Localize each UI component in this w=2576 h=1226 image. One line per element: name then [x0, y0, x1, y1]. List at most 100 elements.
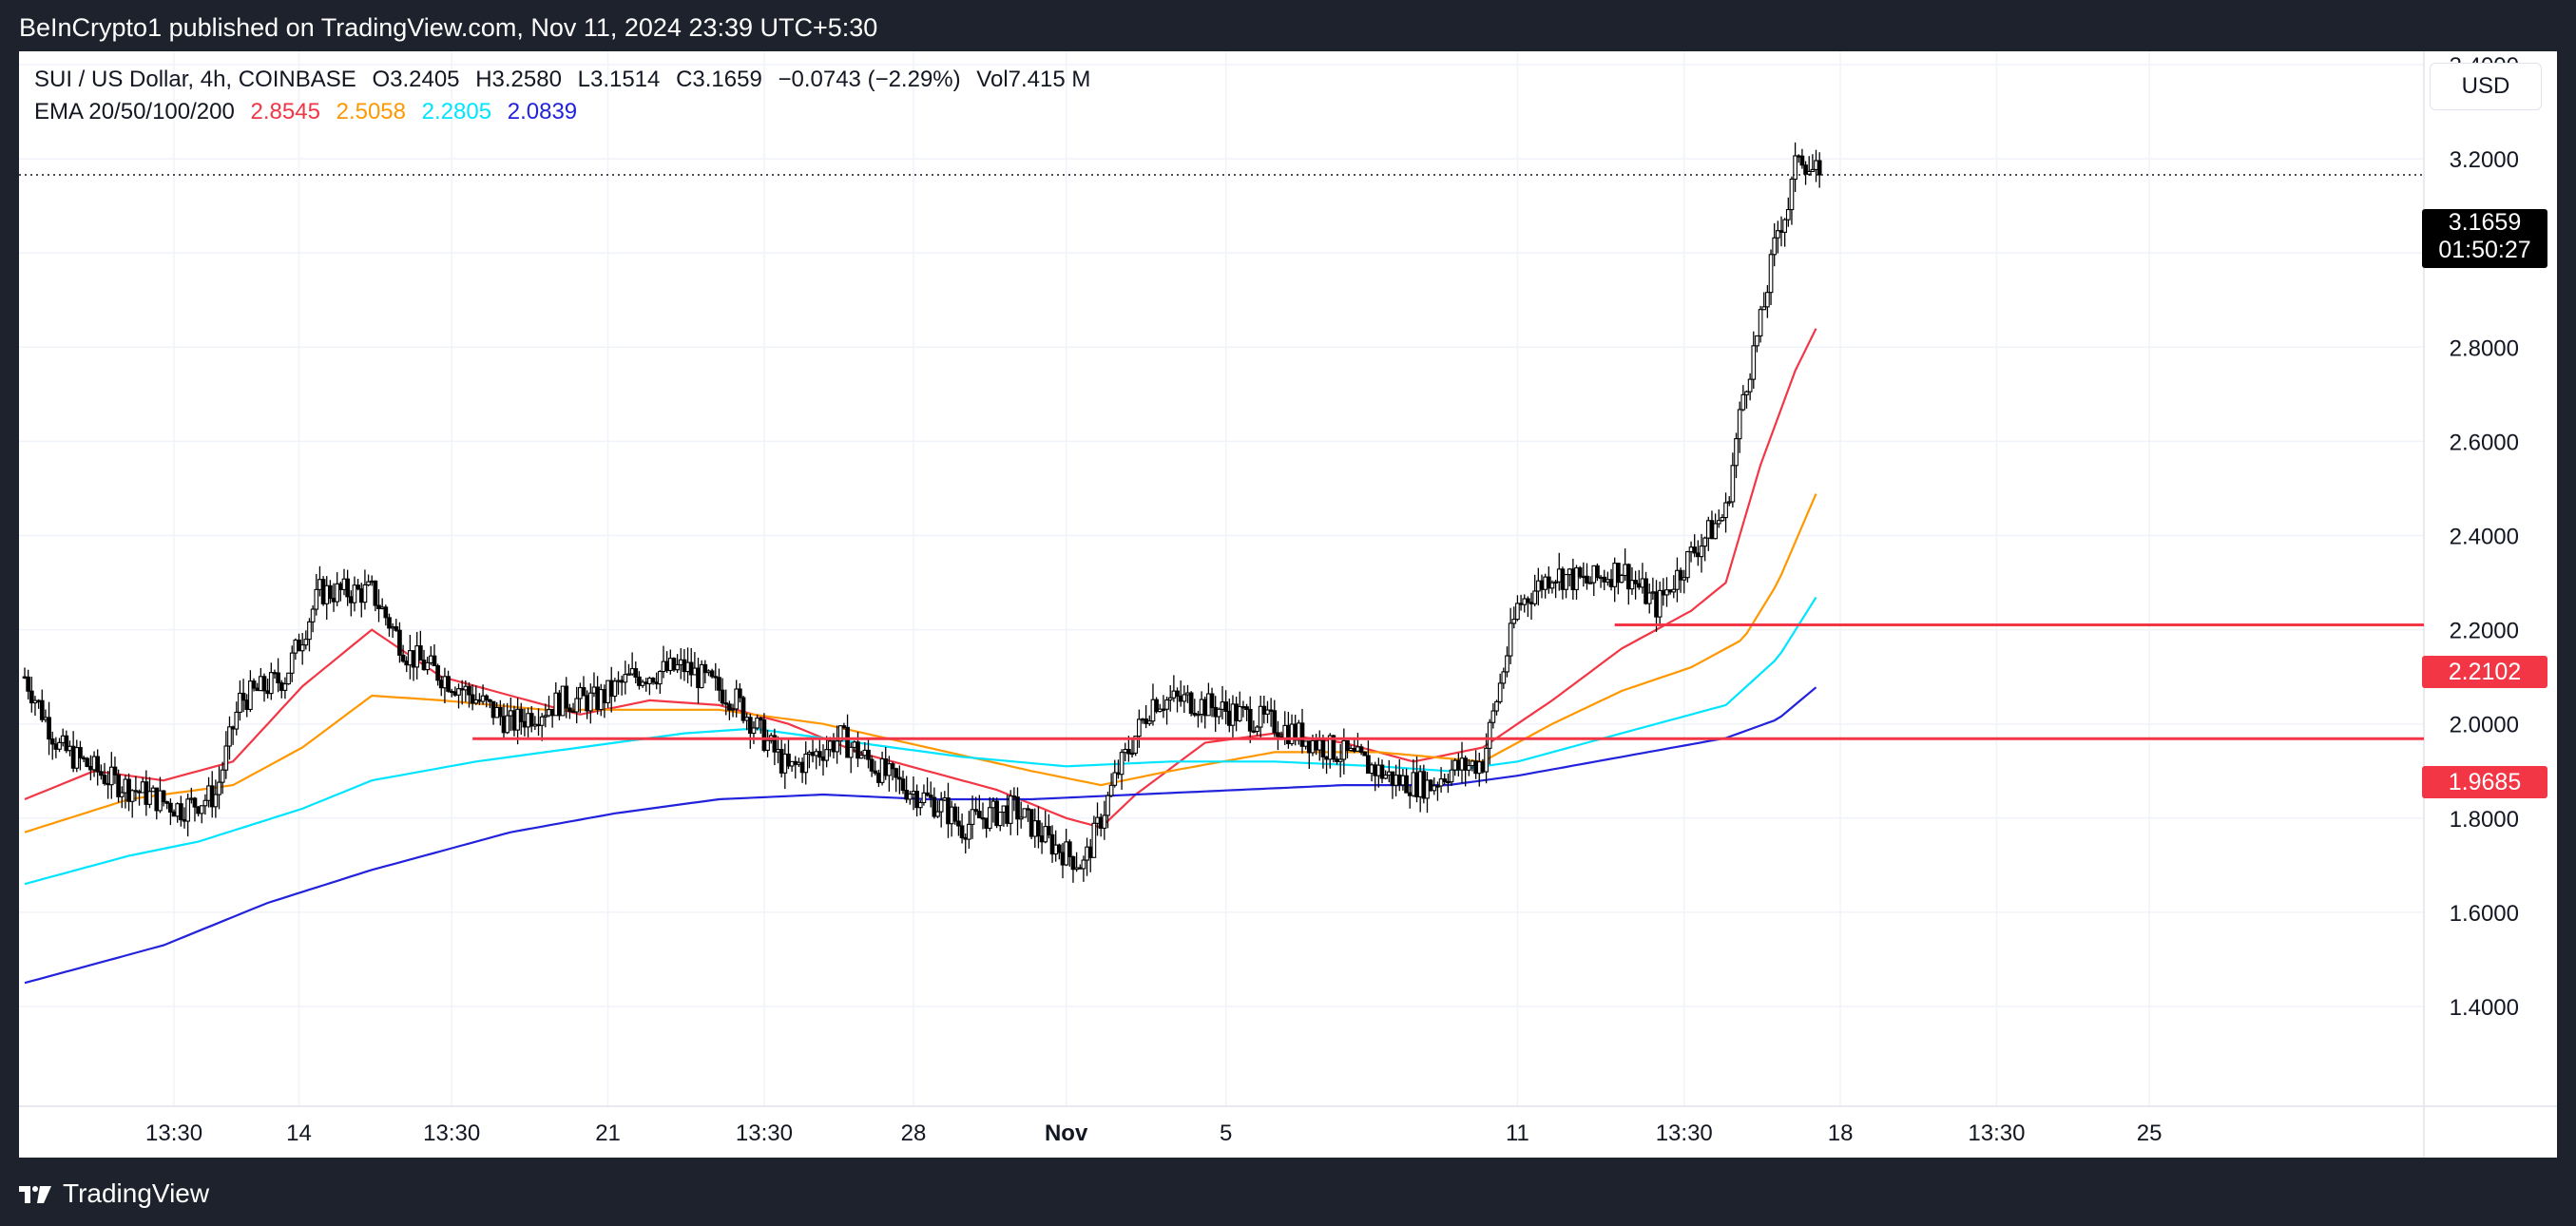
candle-body — [133, 790, 139, 793]
candle-body — [1161, 708, 1166, 711]
candle-body — [921, 792, 927, 804]
candle-body — [814, 751, 819, 757]
tradingview-brand[interactable]: TradingView — [19, 1178, 209, 1209]
candle-body — [1459, 757, 1465, 771]
candle-body — [1667, 589, 1673, 593]
candle-body — [560, 685, 566, 717]
candle-body — [1247, 708, 1253, 732]
candle-body — [188, 797, 194, 800]
candle-body — [331, 598, 336, 603]
candle-body — [310, 608, 316, 623]
candle-body — [297, 639, 301, 652]
candle-body — [1587, 582, 1593, 584]
candle-body — [1543, 576, 1548, 590]
candle-body — [1036, 820, 1041, 837]
candle-body — [484, 695, 490, 700]
candle-body — [223, 745, 229, 771]
candle-body — [1268, 709, 1274, 712]
candle-body — [1581, 575, 1586, 579]
candle-body — [911, 791, 916, 795]
ema-label[interactable]: EMA 20/50/100/200 — [34, 99, 235, 125]
ema-50-value: 2.5058 — [336, 99, 406, 125]
candle-body — [1008, 795, 1013, 824]
candle-body — [942, 797, 948, 801]
candle-body — [1223, 701, 1229, 712]
candle-body — [408, 650, 413, 666]
candle-body — [789, 760, 795, 767]
candle-body — [202, 799, 208, 807]
x-tick-label: 25 — [2137, 1121, 2163, 1146]
candle-body — [1282, 724, 1288, 739]
x-tick-label: 14 — [286, 1121, 312, 1146]
candle-body — [1476, 761, 1482, 775]
candle-body — [1814, 160, 1818, 170]
candle-body — [532, 723, 538, 727]
candle-body — [873, 770, 878, 775]
candle-body — [1026, 808, 1030, 811]
candle-body — [890, 763, 895, 770]
y-tick-label: 2.4000 — [2450, 525, 2519, 550]
chart-pane[interactable]: 3.40003.20003.00002.80002.60002.40002.20… — [19, 51, 2557, 1158]
y-tick-label: 2.2000 — [2450, 619, 2519, 644]
candle-body — [1150, 699, 1156, 722]
candle-body — [358, 588, 364, 603]
candle-body — [217, 781, 221, 795]
header-bar: BeInCrypto1 published on TradingView.com… — [0, 0, 2576, 51]
candle-body — [1077, 867, 1083, 870]
candle-body — [917, 801, 923, 809]
candle-body — [1182, 694, 1187, 702]
candle-body — [1705, 520, 1711, 539]
candle-body — [841, 725, 847, 728]
candle-body — [1286, 724, 1291, 745]
candle-body — [234, 711, 240, 730]
candle-body — [515, 708, 520, 731]
candle-body — [1654, 591, 1659, 618]
candle-body — [67, 745, 72, 752]
candle-body — [1324, 756, 1329, 760]
candle-body — [1265, 709, 1270, 715]
candle-body — [341, 578, 347, 590]
y-tick-label: 2.6000 — [2450, 430, 2519, 455]
candle-body — [751, 727, 757, 735]
candle-body — [158, 790, 163, 812]
candle-body — [1487, 721, 1492, 749]
candle-body — [1490, 710, 1496, 723]
candle-body — [108, 766, 114, 786]
candle-body — [1591, 565, 1597, 584]
candle-body — [1470, 760, 1475, 767]
candle-body — [446, 676, 451, 692]
candle-body — [1154, 699, 1159, 713]
candle-body — [428, 655, 433, 663]
candle-body — [1602, 576, 1607, 583]
currency-button[interactable]: USD — [2430, 63, 2542, 110]
symbol-title[interactable]: SUI / US Dollar, 4h, COINBASE — [34, 67, 356, 92]
candle-body — [126, 778, 131, 802]
candle-body — [1123, 749, 1128, 754]
candle-body — [835, 740, 839, 753]
candle-body — [1047, 826, 1051, 835]
candle-body — [255, 687, 260, 692]
candle-body — [887, 763, 892, 776]
candle-body — [990, 800, 996, 809]
candle-body — [970, 809, 975, 825]
candle-body — [1102, 814, 1107, 829]
candle-body — [730, 708, 736, 711]
candle-body — [1633, 580, 1638, 584]
candle-body — [1723, 502, 1728, 519]
candle-body — [414, 645, 420, 668]
candle-countdown: 01:50:27 — [2438, 237, 2531, 263]
candle-body — [404, 661, 410, 666]
candle-body — [1570, 568, 1576, 590]
candle-body — [1230, 703, 1236, 726]
candle-body — [1400, 775, 1406, 786]
candle-body — [362, 584, 368, 603]
candle-body — [608, 680, 614, 698]
x-tick-label: 13:30 — [145, 1121, 202, 1146]
candle-body — [411, 650, 416, 668]
candle-body — [43, 717, 48, 720]
price-chart[interactable]: 3.40003.20003.00002.80002.60002.40002.20… — [19, 51, 2557, 1158]
candle-body — [1803, 164, 1808, 175]
candle-body — [1240, 706, 1246, 709]
candle-body — [1220, 701, 1225, 710]
candle-body — [1556, 568, 1562, 583]
